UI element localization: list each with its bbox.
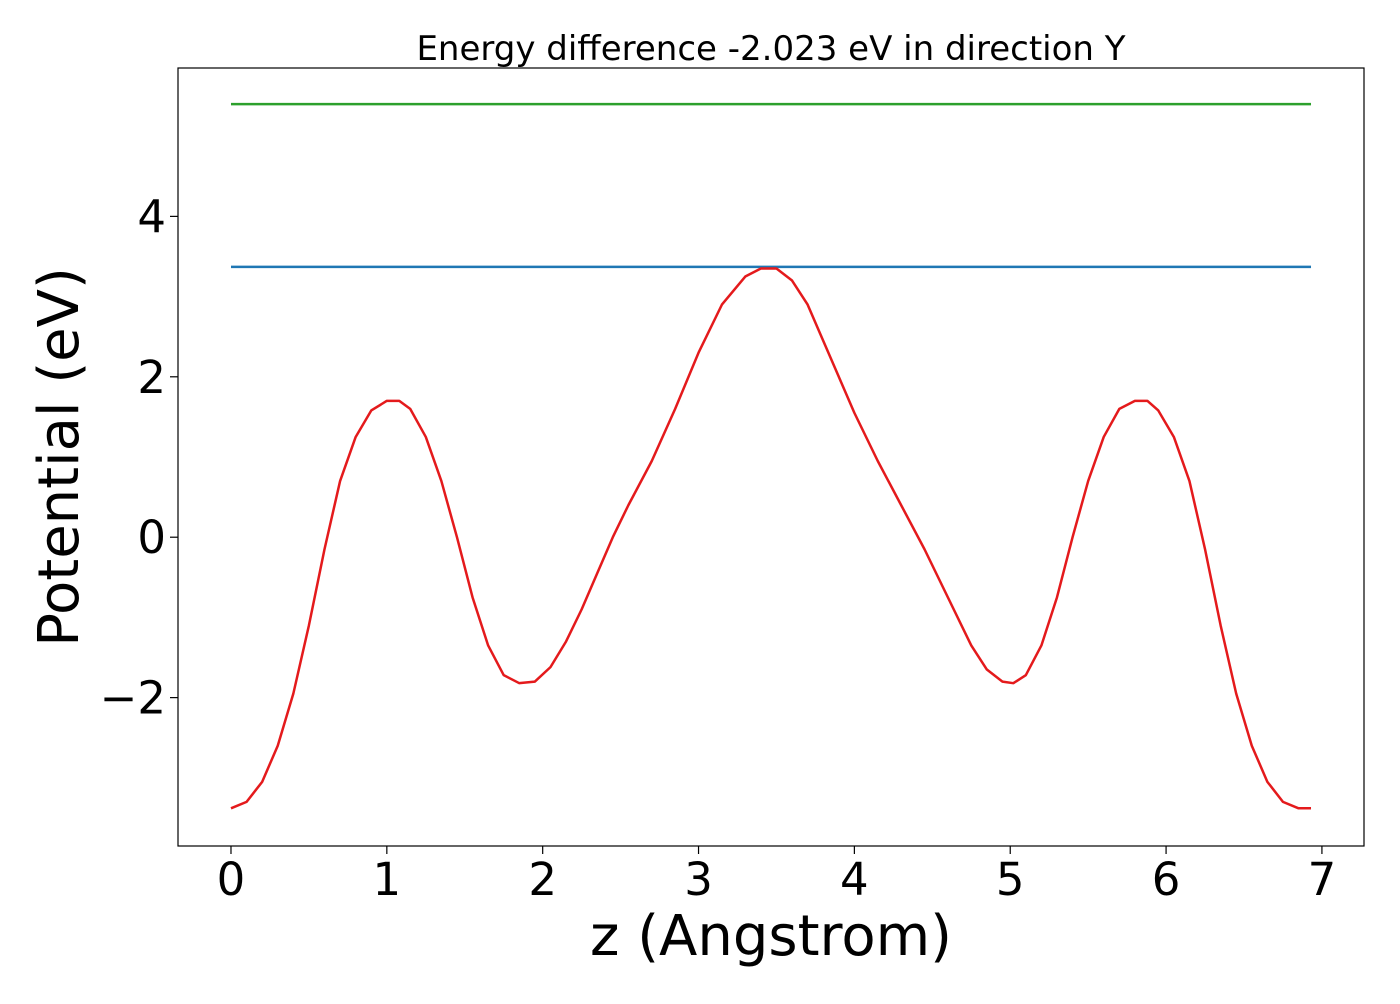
series-line-2 [230,267,1312,810]
y-tick-label: 0 [137,511,166,564]
plot-frame [177,67,1365,847]
x-tick-label: 6 [1152,853,1181,906]
plot-area [230,102,1312,810]
x-tick-label: 0 [217,853,246,906]
x-tick-label: 4 [840,853,869,906]
x-axis: 0 1 2 3 4 5 6 7 [217,846,1337,906]
x-axis-label: z (Angstrom) [590,904,952,969]
y-axis-label: Potential (eV) [27,267,92,647]
y-tick-label: 2 [137,351,166,404]
x-tick-label: 2 [528,853,557,906]
x-tick-label: 3 [684,853,713,906]
y-tick-label: 4 [137,190,166,243]
x-tick-label: 1 [373,853,402,906]
x-tick-label: 7 [1308,853,1337,906]
chart-title: Energy difference -2.023 eV in direction… [416,29,1125,69]
y-tick-label: −2 [100,672,166,725]
y-axis: −2 0 2 4 [100,190,178,725]
x-tick-label: 5 [996,853,1025,906]
